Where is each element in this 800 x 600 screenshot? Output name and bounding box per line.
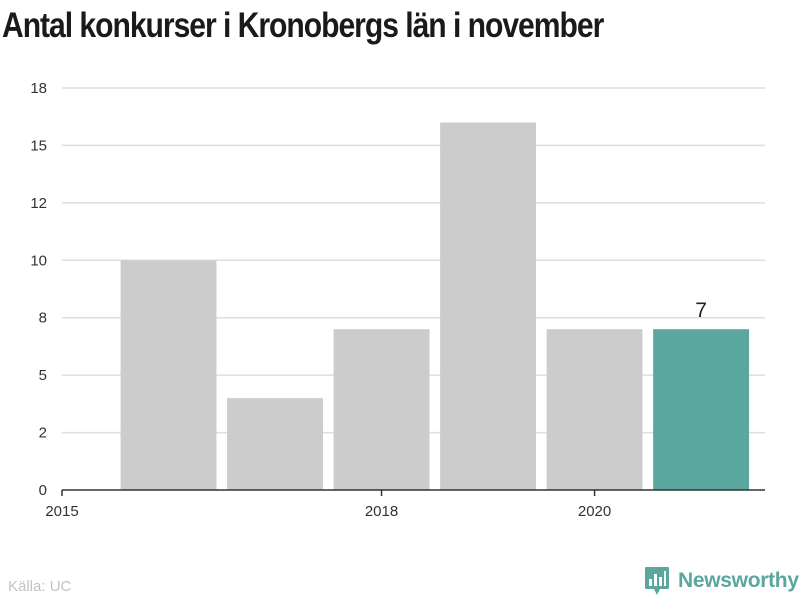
bar <box>546 329 643 490</box>
y-tick-label: 5 <box>39 367 47 384</box>
data-label: 7 <box>695 299 707 322</box>
y-tick-label: 10 <box>30 252 47 269</box>
bar <box>653 329 750 490</box>
x-tick-label: 2020 <box>578 503 611 520</box>
y-tick-label: 12 <box>30 195 47 212</box>
brand-logo[interactable]: Newsworthy <box>644 566 799 596</box>
bar <box>333 329 430 490</box>
bar <box>120 260 217 490</box>
bar <box>440 122 536 490</box>
chart-title: Antal konkurser i Kronobergs län i novem… <box>2 6 604 45</box>
data-labels: 7 <box>695 299 707 322</box>
axes: 0 2 5 8 10 12 15 18 2015 2018 2020 <box>30 80 765 520</box>
bars <box>120 122 750 490</box>
bar <box>227 398 323 490</box>
x-tick-label: 2018 <box>365 503 398 520</box>
y-tick-label: 0 <box>39 482 47 499</box>
y-tick-label: 15 <box>30 137 47 154</box>
brand-name: Newsworthy <box>678 569 799 592</box>
y-tick-label: 8 <box>39 310 47 327</box>
source-note: Källa: UC <box>8 578 72 595</box>
y-tick-label: 2 <box>39 425 47 442</box>
newsworthy-logo-icon <box>645 567 669 595</box>
x-tick-label: 2015 <box>45 503 78 520</box>
y-tick-label: 18 <box>30 80 47 97</box>
